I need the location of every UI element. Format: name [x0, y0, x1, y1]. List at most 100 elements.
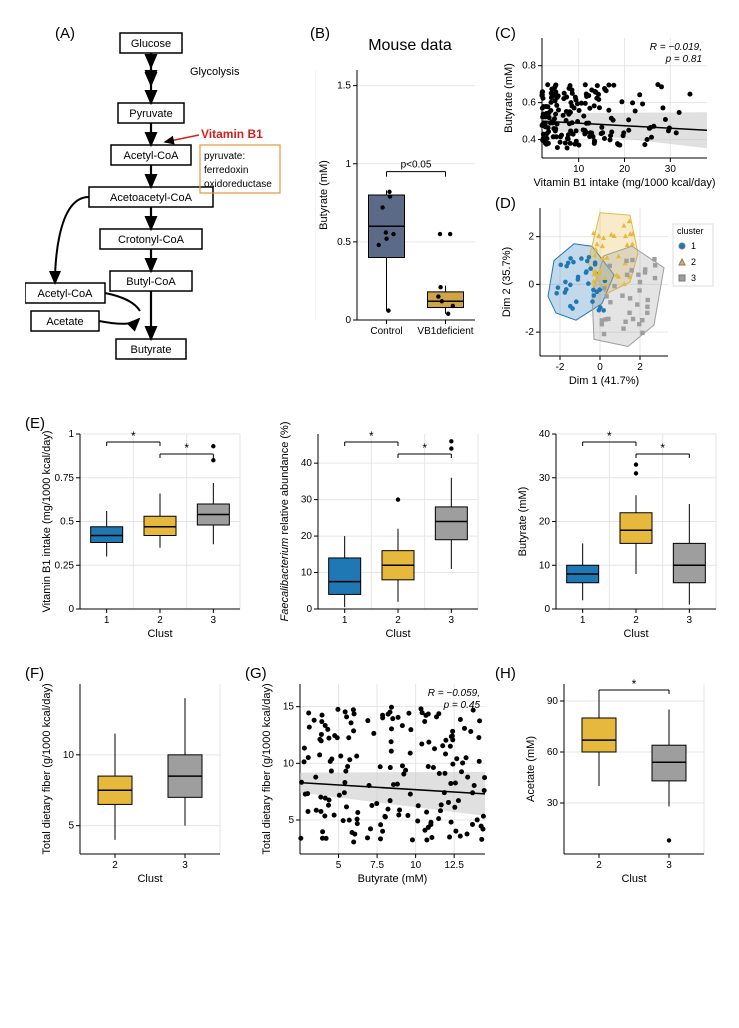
- svg-text:*: *: [131, 429, 136, 443]
- svg-text:40: 40: [301, 458, 313, 469]
- svg-text:0: 0: [345, 315, 351, 326]
- svg-text:-2: -2: [525, 327, 534, 338]
- svg-text:5: 5: [288, 815, 294, 826]
- svg-text:Acetoacetyl-CoA: Acetoacetyl-CoA: [110, 192, 193, 204]
- svg-text:Butyrate (mM): Butyrate (mM): [503, 63, 515, 133]
- svg-text:3: 3: [182, 860, 188, 871]
- svg-text:1: 1: [691, 241, 696, 251]
- svg-text:15: 15: [283, 702, 295, 713]
- svg-text:*: *: [369, 429, 374, 443]
- svg-text:Butyrate (mM): Butyrate (mM): [318, 160, 330, 230]
- svg-text:90: 90: [547, 696, 559, 707]
- svg-text:pyruvate:: pyruvate:: [204, 151, 245, 162]
- panel-h-boxplot: 30609023ClustAcetate (mM)*: [518, 670, 718, 895]
- svg-text:Crotonyl-CoA: Crotonyl-CoA: [118, 234, 185, 246]
- svg-text:3: 3: [666, 860, 672, 871]
- svg-text:R = −0.059,: R = −0.059,: [428, 688, 480, 699]
- svg-text:0.5: 0.5: [60, 517, 74, 528]
- svg-text:Acetyl-CoA: Acetyl-CoA: [123, 150, 179, 162]
- panel-f-boxplot: 51023ClustTotal dietary fiber (g/1000 kc…: [32, 670, 232, 895]
- svg-text:20: 20: [539, 517, 551, 528]
- svg-text:1: 1: [342, 615, 348, 626]
- svg-text:Butyrate (mM): Butyrate (mM): [517, 487, 529, 557]
- svg-text:10: 10: [301, 568, 313, 579]
- svg-text:Dim 1 (41.7%): Dim 1 (41.7%): [569, 375, 639, 387]
- svg-text:1: 1: [345, 159, 351, 170]
- svg-text:3: 3: [691, 273, 696, 283]
- svg-text:*: *: [660, 441, 665, 455]
- svg-text:20: 20: [619, 164, 631, 175]
- svg-text:*: *: [184, 441, 189, 455]
- panel-g-scatter: 5 10 15 5 7.5 10 12.5 Butyrate (mM) Total dietar…: [252, 670, 497, 895]
- svg-text:0: 0: [68, 604, 74, 615]
- svg-text:ferredoxin: ferredoxin: [204, 165, 248, 176]
- svg-text:Vitamin B1: Vitamin B1: [201, 127, 263, 141]
- svg-text:VB1deficient: VB1deficient: [417, 326, 473, 337]
- svg-text:2: 2: [691, 257, 696, 267]
- svg-text:0.5: 0.5: [337, 237, 351, 248]
- svg-text:Control: Control: [370, 326, 402, 337]
- svg-text:0: 0: [597, 362, 603, 373]
- svg-text:Vitamin B1 intake (mg/1000 kca: Vitamin B1 intake (mg/1000 kcal/day): [534, 177, 716, 189]
- panel-a-pathway: GlucosePyruvateAcetyl-CoAAcetoacetyl-CoA…: [25, 25, 285, 395]
- svg-text:p = 0.45: p = 0.45: [443, 700, 481, 711]
- svg-text:Butyrate (mM): Butyrate (mM): [358, 873, 428, 885]
- svg-text:10: 10: [410, 860, 422, 871]
- svg-text:1: 1: [580, 615, 586, 626]
- svg-text:20: 20: [301, 531, 313, 542]
- svg-text:2: 2: [395, 615, 401, 626]
- svg-text:Mouse data: Mouse data: [368, 37, 452, 54]
- svg-text:0: 0: [544, 604, 550, 615]
- svg-text:0: 0: [306, 604, 312, 615]
- svg-text:12.5: 12.5: [444, 860, 464, 871]
- svg-text:oxidoreductase: oxidoreductase: [204, 179, 272, 190]
- svg-text:Clust: Clust: [147, 628, 172, 640]
- svg-text:2: 2: [596, 860, 602, 871]
- svg-text:1: 1: [104, 615, 110, 626]
- svg-text:3: 3: [687, 615, 693, 626]
- svg-text:2: 2: [157, 615, 163, 626]
- svg-text:2: 2: [633, 615, 639, 626]
- svg-text:0: 0: [528, 279, 534, 290]
- svg-text:10: 10: [63, 750, 75, 761]
- svg-text:7.5: 7.5: [370, 860, 384, 871]
- svg-text:p = 0.81: p = 0.81: [665, 54, 702, 65]
- svg-text:2: 2: [112, 860, 118, 871]
- figure: (A)(B)(C)(D)(E)(F)(G)(H)GlucosePyruvateA…: [20, 20, 719, 1008]
- svg-text:*: *: [607, 429, 612, 443]
- svg-text:R = −0.019,: R = −0.019,: [650, 42, 702, 53]
- svg-text:40: 40: [539, 429, 551, 440]
- svg-text:10: 10: [283, 758, 295, 769]
- svg-text:2: 2: [528, 232, 534, 243]
- svg-text:Butyrate: Butyrate: [131, 344, 172, 356]
- svg-text:Vitamin B1 intake (mg/1000 kca: Vitamin B1 intake (mg/1000 kcal/day): [41, 431, 53, 613]
- svg-text:0.4: 0.4: [522, 135, 536, 146]
- svg-text:5: 5: [336, 860, 342, 871]
- svg-text:3: 3: [211, 615, 217, 626]
- svg-text:Glycolysis: Glycolysis: [190, 66, 240, 78]
- svg-text:Clust: Clust: [137, 873, 162, 885]
- svg-text:Acetate: Acetate: [46, 316, 83, 328]
- panel-e-boxplot: 010203040123ClustButyrate (mM)**: [508, 420, 728, 650]
- svg-text:30: 30: [539, 473, 551, 484]
- svg-text:60: 60: [547, 747, 559, 758]
- svg-text:-2: -2: [556, 362, 565, 373]
- svg-text:Glucose: Glucose: [131, 38, 171, 50]
- svg-text:Clust: Clust: [623, 628, 648, 640]
- svg-text:Faecalibacterium relative abun: Faecalibacterium relative abundance (%): [279, 422, 291, 622]
- svg-text:0.25: 0.25: [55, 560, 75, 571]
- svg-text:1.5: 1.5: [337, 81, 351, 92]
- svg-text:Total dietary fiber (g/1000 kc: Total dietary fiber (g/1000 kcal/day): [41, 683, 53, 854]
- svg-text:0.75: 0.75: [55, 473, 75, 484]
- svg-text:30: 30: [301, 495, 313, 506]
- svg-text:cluster: cluster: [677, 226, 704, 236]
- panel-d-pca: -202-202Dim 1 (41.7%)Dim 2 (35.7%)cluste…: [502, 200, 717, 395]
- panel-b-boxplot: Mouse data 0 0.5 1 1.5 Control VB1deficient But…: [315, 30, 490, 360]
- panel-c-scatter: 0.40.60.8102030Vitamin B1 intake (mg/100…: [502, 28, 717, 198]
- svg-text:0.6: 0.6: [522, 98, 536, 109]
- panel-e-boxplot: 010203040123ClustFaecalibacterium relati…: [270, 420, 490, 650]
- svg-text:*: *: [632, 677, 637, 691]
- svg-text:2: 2: [637, 362, 643, 373]
- svg-text:Total dietary fiber (g/1000 kc: Total dietary fiber (g/1000 kcal/day): [261, 683, 273, 854]
- svg-text:Acetyl-CoA: Acetyl-CoA: [37, 288, 93, 300]
